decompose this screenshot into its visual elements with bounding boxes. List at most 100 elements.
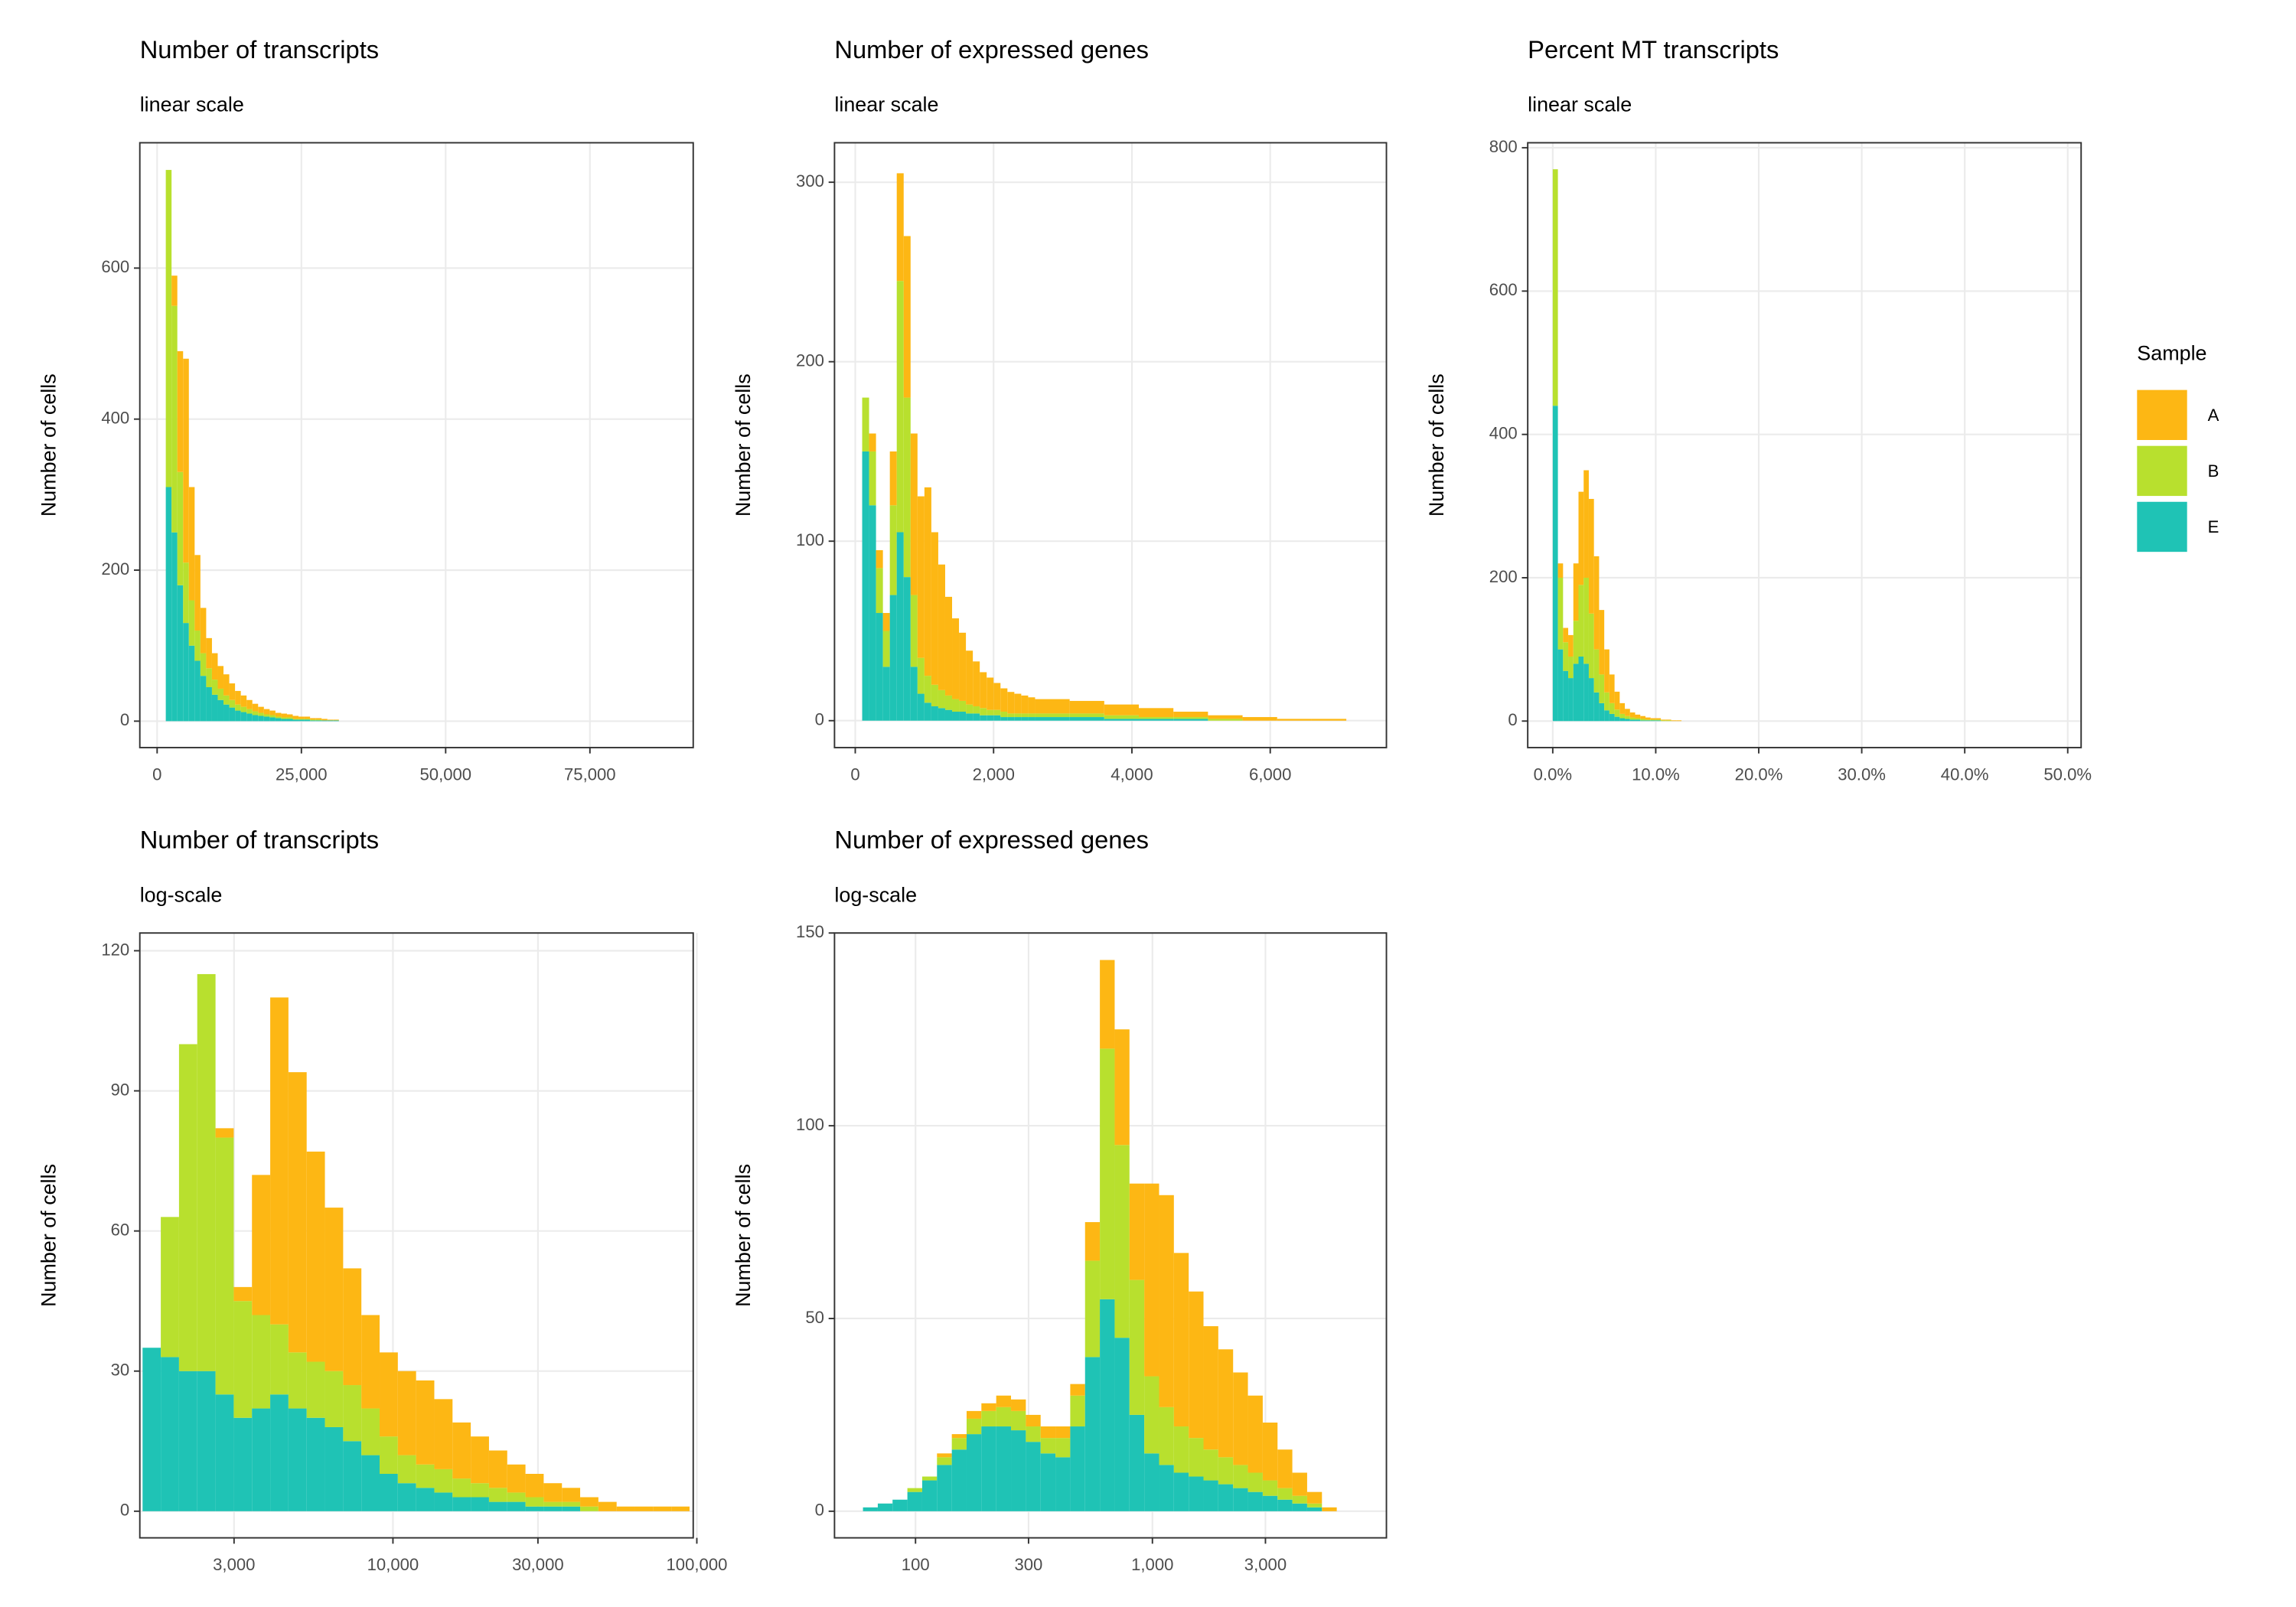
histogram-bar — [938, 564, 945, 690]
histogram-bar — [1578, 491, 1584, 585]
y-tick-label: 200 — [796, 351, 824, 370]
histogram-bar — [944, 596, 953, 696]
histogram-bar — [1563, 642, 1569, 671]
histogram-bar — [188, 600, 195, 646]
histogram-bar — [987, 709, 994, 715]
legend-key — [2137, 390, 2187, 440]
histogram-bar — [343, 1268, 362, 1386]
histogram-bar — [223, 704, 230, 722]
panel-border — [833, 142, 1388, 748]
x-tick-label: 0 — [152, 764, 161, 784]
histogram-bar — [1609, 713, 1615, 722]
histogram-bar — [616, 1506, 635, 1511]
histogram-bar — [200, 653, 207, 676]
histogram-bar — [361, 1315, 380, 1409]
histogram-bar — [240, 706, 247, 712]
histogram-bar — [1655, 719, 1662, 721]
histogram-bar — [1218, 1457, 1234, 1485]
histogram-bar — [1277, 1449, 1293, 1488]
histogram-bar — [1000, 717, 1008, 721]
panel-title: Percent MT transcripts — [1528, 35, 1779, 64]
histogram-bar — [1635, 714, 1641, 719]
histogram-bar — [1159, 1195, 1174, 1407]
histogram-bar — [562, 1506, 581, 1511]
histogram-bar — [973, 706, 980, 714]
histogram-bar — [233, 1301, 253, 1418]
histogram-bar — [325, 1426, 344, 1511]
histogram-bar — [876, 568, 883, 614]
histogram-bar — [921, 1476, 938, 1481]
histogram-bar — [197, 1371, 216, 1511]
histogram-bar — [580, 1497, 598, 1507]
histogram-bar — [452, 1478, 471, 1498]
histogram-bar — [1578, 585, 1584, 657]
x-tick-label: 50.0% — [2043, 764, 2092, 784]
histogram-bar — [917, 657, 925, 694]
histogram-bar — [1311, 719, 1347, 721]
y-tick-label: 0 — [120, 710, 129, 729]
histogram-bar — [907, 1488, 922, 1492]
histogram-bar — [246, 699, 253, 709]
histogram-bar — [471, 1436, 489, 1484]
histogram-bar — [215, 1137, 234, 1395]
histogram-bar — [896, 173, 904, 282]
histogram-bar — [281, 713, 287, 718]
histogram-bar — [258, 706, 264, 713]
histogram-bar — [1208, 719, 1243, 721]
histogram-bar — [235, 704, 241, 711]
histogram-bar — [161, 1357, 179, 1511]
histogram-bar — [1173, 1253, 1189, 1427]
histogram-bar — [507, 1501, 526, 1511]
histogram-bar — [1070, 1384, 1085, 1396]
y-tick-label: 800 — [1489, 137, 1518, 156]
histogram-bar — [1573, 621, 1579, 664]
histogram-bar — [1655, 720, 1662, 722]
histogram-bar — [1040, 1426, 1056, 1439]
histogram-bar — [380, 1436, 398, 1474]
legend-label: E — [2208, 517, 2219, 536]
histogram-bar — [1100, 960, 1115, 1049]
histogram-bar — [1114, 1029, 1130, 1146]
histogram-bar — [206, 637, 212, 669]
histogram-bar — [1635, 719, 1641, 722]
histogram-bar — [1069, 713, 1104, 718]
histogram-bar — [917, 496, 925, 658]
histogram-bar — [1292, 1495, 1307, 1504]
histogram-bar — [869, 433, 876, 451]
histogram-bar — [1552, 169, 1558, 406]
histogram-bar — [1021, 717, 1029, 721]
y-tick-label: 0 — [1508, 710, 1517, 729]
histogram-bar — [1040, 1438, 1056, 1454]
histogram-bar — [315, 720, 322, 722]
histogram-bar — [1233, 1488, 1248, 1511]
histogram-bar — [889, 595, 897, 721]
histogram-bar — [1007, 717, 1015, 721]
histogram-bar — [434, 1399, 453, 1469]
histogram-bar — [1552, 406, 1558, 722]
histogram-bar — [1277, 1499, 1293, 1511]
histogram-bar — [951, 1449, 967, 1511]
histogram-bar — [1645, 720, 1651, 722]
histogram-bar — [488, 1501, 507, 1511]
x-tick-label: 2,000 — [973, 764, 1015, 784]
histogram-bar — [951, 1438, 967, 1450]
legend-key — [2137, 445, 2187, 497]
histogram-bar — [223, 674, 230, 696]
histogram-bar — [980, 708, 987, 715]
histogram-bar — [1055, 1426, 1071, 1439]
y-axis-title: Number of cells — [732, 1164, 755, 1307]
histogram-bar — [1599, 610, 1605, 675]
histogram-bar — [252, 711, 259, 715]
histogram-bar — [1573, 563, 1579, 621]
y-tick-label: 400 — [101, 409, 129, 428]
plot-marks — [142, 973, 690, 1511]
histogram-bar — [206, 668, 212, 687]
histogram-bar — [1055, 1438, 1071, 1458]
histogram-bar — [1247, 1395, 1263, 1473]
panel-subtitle: linear scale — [1528, 93, 1632, 116]
histogram-bar — [310, 719, 316, 721]
histogram-bar — [580, 1506, 598, 1511]
x-tick-label: 10.0% — [1632, 764, 1680, 784]
histogram-bar — [1609, 674, 1615, 703]
histogram-bar — [380, 1473, 398, 1511]
